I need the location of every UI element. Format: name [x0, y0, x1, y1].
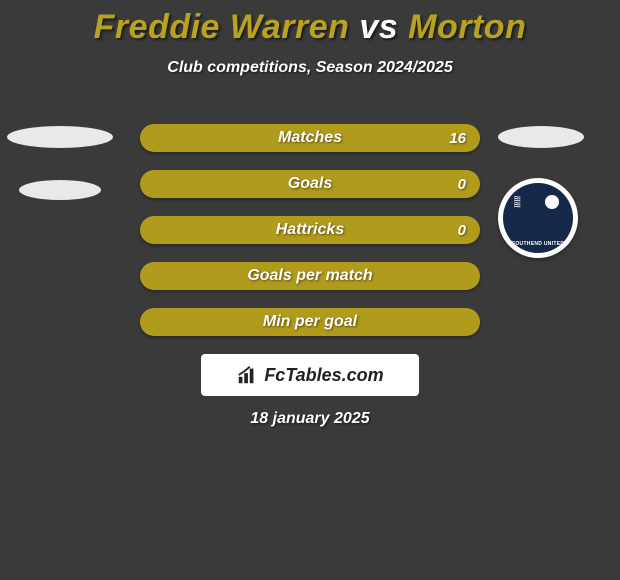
football-icon	[543, 193, 561, 211]
stat-bar-goals-per-match: Goals per match	[140, 262, 480, 290]
title-left: Freddie Warren	[94, 8, 350, 46]
watermark-text: FcTables.com	[264, 365, 383, 386]
chart-icon	[236, 364, 258, 386]
waves-icon: ≋≋	[513, 197, 521, 209]
club-badge-text: SOUTHEND UNITED	[503, 241, 573, 247]
stat-bar-matches: Matches 16	[140, 124, 480, 152]
stat-label: Matches	[278, 129, 342, 147]
stat-value: 0	[458, 176, 466, 193]
date: 18 january 2025	[0, 410, 620, 428]
right-decor	[498, 126, 584, 148]
left-decor	[7, 126, 113, 200]
stat-label: Min per goal	[263, 313, 357, 331]
club-badge-inner: ≋≋ SOUTHEND UNITED	[503, 183, 573, 253]
club-badge: ≋≋ SOUTHEND UNITED	[498, 178, 578, 258]
stats-bars: Matches 16 Goals 0 Hattricks 0 Goals per…	[140, 124, 480, 336]
page-title: Freddie Warren vs Morton	[0, 0, 620, 47]
stat-label: Hattricks	[276, 221, 344, 239]
stat-bar-min-per-goal: Min per goal	[140, 308, 480, 336]
watermark: FcTables.com	[201, 354, 419, 396]
stat-label: Goals	[288, 175, 332, 193]
title-vs: vs	[349, 8, 408, 46]
stat-value: 16	[449, 130, 466, 147]
stat-bar-hattricks: Hattricks 0	[140, 216, 480, 244]
stat-bar-goals: Goals 0	[140, 170, 480, 198]
ellipse-decor	[7, 126, 113, 148]
stat-label: Goals per match	[247, 267, 372, 285]
stat-value: 0	[458, 222, 466, 239]
subtitle: Club competitions, Season 2024/2025	[0, 59, 620, 77]
title-right: Morton	[408, 8, 526, 46]
ellipse-decor	[19, 180, 101, 200]
